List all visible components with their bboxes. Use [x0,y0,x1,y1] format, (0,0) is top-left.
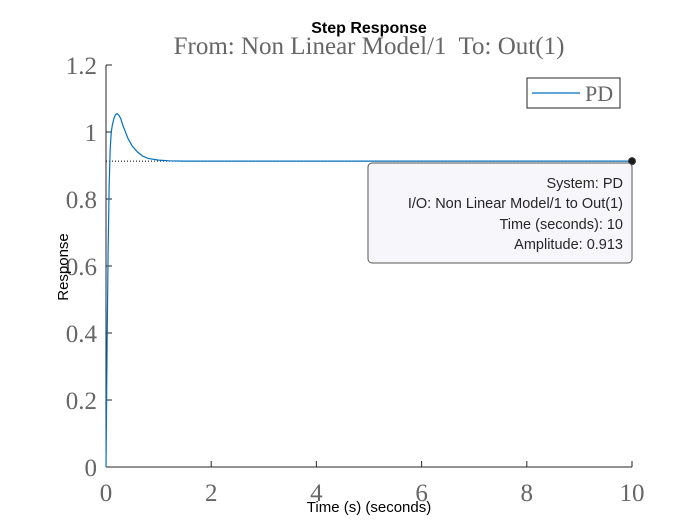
datatip[interactable]: System: PD I/O: Non Linear Model/1 to Ou… [367,162,633,264]
series-line-pd [105,112,632,468]
x-tick-label: 8 [521,480,534,507]
y-tick-label: 0 [85,455,98,482]
datatip-box [367,162,633,264]
y-tick-label: 1.2 [66,53,97,80]
y-tick-label: 0.4 [66,321,98,348]
datatip-marker [628,157,636,166]
x-tick-label: 6 [415,480,428,507]
chart-title: Step Response [311,20,427,37]
y-tick-label: 0.8 [66,187,97,214]
legend-label-pd: PD [585,81,613,106]
legend[interactable]: PD [526,77,621,109]
datatip-io: I/O: Non Linear Model/1 to Out(1) [408,196,623,212]
x-axis-label: Time (s) (seconds) [307,499,431,516]
y-tick-label: 1 [85,120,98,147]
x-tick-label: 0 [100,480,113,507]
y-tick-label: 0.2 [66,388,97,415]
y-tick-label: 0.6 [66,254,97,281]
y-axis-label: Response [55,233,72,301]
chart-subtitle: From: Non Linear Model/1 To: Out(1) [174,33,565,60]
datatip-system: System: PD [546,176,623,192]
datatip-time: Time (seconds): 10 [499,217,623,233]
x-tick-label: 4 [310,480,323,507]
x-tick-label: 10 [620,480,645,507]
datatip-amplitude: Amplitude: 0.913 [514,237,623,253]
x-tick-label: 2 [205,480,218,507]
